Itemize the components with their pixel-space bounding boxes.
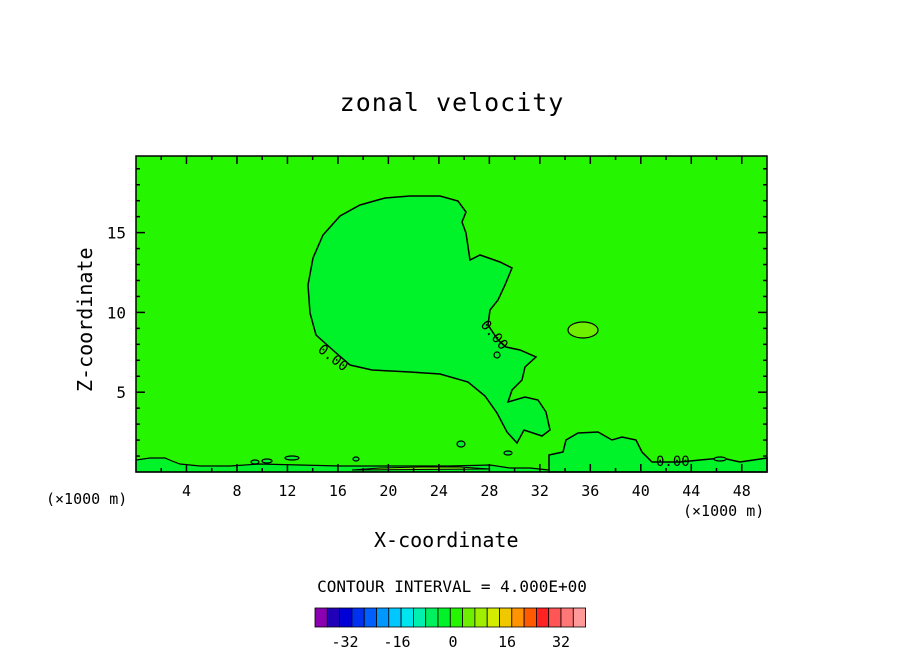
contour-interval-label: CONTOUR INTERVAL = 4.000E+00 <box>317 577 587 596</box>
colorbar-swatch <box>499 607 513 628</box>
colorbar-swatch <box>548 607 562 628</box>
positive-contour-strip <box>351 466 491 471</box>
x-unit-label-right: (×1000 m) <box>683 502 765 520</box>
y-tick-label: 10 <box>107 303 126 322</box>
small-contour <box>713 456 727 462</box>
colorbar-swatch <box>326 607 340 628</box>
small-contour <box>284 455 300 461</box>
colorbar-tick-label: 0 <box>448 633 457 651</box>
small-contour <box>503 450 513 456</box>
x-unit-label-left: (×1000 m) <box>46 490 128 508</box>
x-axis-label: X-coordinate <box>374 528 519 552</box>
colorbar-tick-label: -16 <box>383 633 410 651</box>
small-contour <box>352 456 360 462</box>
chart-title: zonal velocity <box>339 88 565 117</box>
x-tick-label: 24 <box>430 482 448 500</box>
colorbar-swatch <box>572 607 586 628</box>
colorbar-swatch <box>376 607 390 628</box>
colorbar-swatch <box>400 607 414 628</box>
plot-frame <box>135 155 768 473</box>
colorbar-swatch <box>314 607 328 628</box>
y-tick-label: 15 <box>107 224 126 243</box>
x-tick-label: 28 <box>480 482 498 500</box>
small-contour <box>261 458 273 464</box>
colorbar-swatch <box>523 607 537 628</box>
colorbar-swatch <box>449 607 463 628</box>
x-tick-label: 32 <box>531 482 549 500</box>
colorbar-swatch <box>462 607 476 628</box>
colorbar-swatch <box>560 607 574 628</box>
colorbar-swatch <box>388 607 402 628</box>
colorbar-swatch <box>474 607 488 628</box>
colorbar-swatch <box>437 607 451 628</box>
x-tick-label: 40 <box>632 482 650 500</box>
colorbar-swatch <box>536 607 550 628</box>
y-axis-label: Z-coordinate <box>73 247 97 393</box>
colorbar-swatch <box>363 607 377 628</box>
colorbar-swatch <box>412 607 427 628</box>
small-contour <box>250 459 260 465</box>
x-tick-label: 36 <box>581 482 599 500</box>
x-tick-label: 44 <box>682 482 700 500</box>
colorbar-swatch <box>425 607 439 628</box>
x-tick-label: 12 <box>278 482 296 500</box>
x-tick-label: 4 <box>182 482 191 500</box>
x-tick-label: 16 <box>329 482 347 500</box>
colorbar-tick-label: 32 <box>552 633 570 651</box>
y-tick-label: 5 <box>116 383 126 402</box>
colorbar-swatch <box>339 607 353 628</box>
colorbar-tick-label: 16 <box>498 633 516 651</box>
colorbar-swatch <box>486 607 500 628</box>
colorbar-swatch <box>511 607 525 628</box>
small-contour <box>493 351 501 359</box>
x-tick-label: 8 <box>232 482 241 500</box>
colorbar-tick-label: -32 <box>331 633 358 651</box>
negative-contour-region-right <box>548 431 768 473</box>
x-tick-label: 20 <box>379 482 397 500</box>
negative-contour-region <box>307 195 551 445</box>
x-tick-label: 48 <box>733 482 751 500</box>
small-contour <box>456 440 466 448</box>
colorbar-swatch <box>351 607 365 628</box>
positive-contour-region <box>567 321 599 339</box>
contour-label: 0.00 <box>656 454 690 470</box>
